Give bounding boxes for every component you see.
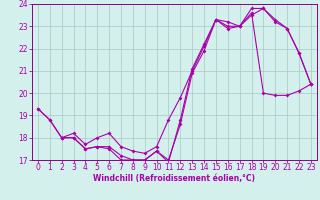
X-axis label: Windchill (Refroidissement éolien,°C): Windchill (Refroidissement éolien,°C) <box>93 174 255 183</box>
